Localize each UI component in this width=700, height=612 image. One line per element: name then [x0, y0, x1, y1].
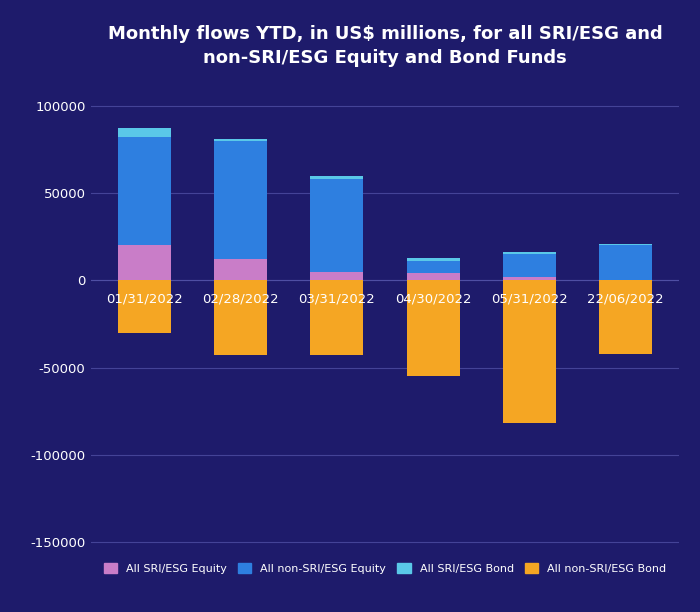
Bar: [214, 139, 267, 141]
Legend: All SRI/ESG Equity, All non-SRI/ESG Equity, All SRI/ESG Bond, All non-SRI/ESG Bo: All SRI/ESG Equity, All non-SRI/ESG Equi…: [99, 559, 671, 578]
Bar: [310, 272, 363, 280]
Bar: [407, 280, 460, 376]
Bar: [214, 141, 267, 259]
Text: 05/31/2022: 05/31/2022: [491, 293, 568, 305]
Bar: [503, 280, 556, 424]
Bar: [214, 280, 267, 356]
Bar: [503, 277, 556, 280]
Text: 03/31/2022: 03/31/2022: [298, 293, 375, 305]
Text: 02/28/2022: 02/28/2022: [202, 293, 279, 305]
Bar: [503, 254, 556, 277]
Bar: [310, 179, 363, 272]
Text: 01/31/2022: 01/31/2022: [106, 293, 183, 305]
Bar: [599, 244, 652, 245]
Bar: [503, 252, 556, 254]
Bar: [214, 259, 267, 280]
Bar: [599, 280, 652, 354]
Bar: [118, 129, 171, 137]
Bar: [118, 280, 171, 333]
Bar: [407, 258, 460, 261]
Text: 22/06/2022: 22/06/2022: [587, 293, 664, 305]
Bar: [118, 245, 171, 280]
Bar: [310, 280, 363, 356]
Text: 04/30/2022: 04/30/2022: [395, 293, 471, 305]
Bar: [407, 274, 460, 280]
Bar: [118, 137, 171, 245]
Title: Monthly flows YTD, in US$ millions, for all SRI/ESG and
non-SRI/ESG Equity and B: Monthly flows YTD, in US$ millions, for …: [108, 25, 662, 67]
Bar: [310, 176, 363, 179]
Bar: [599, 245, 652, 280]
Bar: [407, 261, 460, 274]
